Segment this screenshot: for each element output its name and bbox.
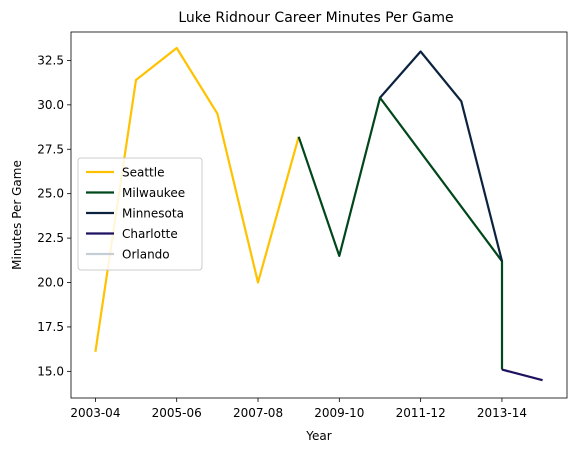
x-axis-label: Year (305, 429, 331, 443)
x-tick-label: 2005-06 (152, 406, 202, 420)
legend-box (77, 157, 203, 271)
x-tick-label: 2013-14 (477, 406, 527, 420)
x-tick-label: 2003-04 (70, 406, 120, 420)
series-lines (94, 46, 543, 382)
legend-label-minnesota: Minnesota (122, 207, 184, 221)
y-tick-label: 30.0 (37, 98, 64, 112)
x-axis: 2003-04 2005-06 2007-08 2009-10 2011-12 2013-… (70, 398, 527, 420)
legend: Seattle Milwaukee Minnesota Charlotte Orland… (77, 157, 203, 271)
series-line-charlotte (501, 368, 543, 382)
x-tick-label: 2011-12 (396, 406, 446, 420)
y-tick-label: 22.5 (37, 231, 64, 245)
y-tick-label: 20.0 (37, 276, 64, 290)
series-line-minnesota (379, 50, 504, 262)
chart-title: Luke Ridnour Career Minutes Per Game (178, 10, 453, 26)
legend-label-orlando: Orlando (122, 248, 170, 262)
x-tick-label: 2009-10 (314, 406, 364, 420)
legend-label-charlotte: Charlotte (122, 227, 178, 241)
x-tick-label: 2007-08 (233, 406, 283, 420)
y-tick-label: 32.5 (37, 53, 64, 67)
y-axis: 15.0 17.5 20.0 22.5 25.0 27.5 30.0 32.5 (37, 53, 71, 378)
y-tick-label: 17.5 (37, 320, 64, 334)
plot-frame (70, 31, 568, 399)
y-tick-label: 15.0 (37, 364, 64, 378)
series-line-seattle (94, 46, 300, 352)
legend-label-seattle: Seattle (122, 166, 164, 180)
legend-label-milwaukee: Milwaukee (122, 186, 185, 200)
y-tick-label: 27.5 (37, 142, 64, 156)
y-tick-label: 25.0 (37, 187, 64, 201)
y-axis-label: Minutes Per Game (10, 160, 24, 270)
